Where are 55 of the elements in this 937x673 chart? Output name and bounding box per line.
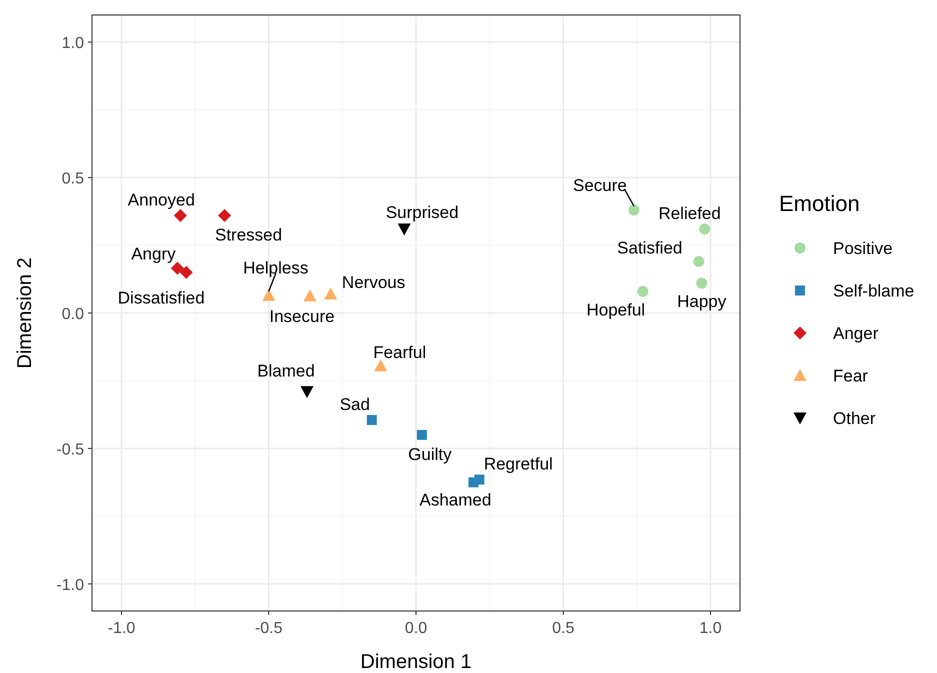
y-tick-label: 1.0 (62, 35, 84, 52)
y-tick-label: -1.0 (56, 576, 84, 594)
x-tick-label: 0.5 (552, 620, 574, 637)
point (366, 415, 377, 426)
point (300, 386, 314, 398)
annotation: Ashamed (420, 490, 492, 510)
annotation: Sad (340, 395, 370, 414)
point (180, 266, 193, 279)
x-tick-label: 1.0 (699, 620, 722, 637)
point (398, 224, 411, 236)
legend-label: Anger (833, 324, 879, 343)
point (303, 289, 316, 302)
point (170, 262, 184, 275)
annotation: Regretful (484, 454, 553, 474)
legend-label: Fear (833, 366, 868, 386)
annotation: Surprised (386, 203, 459, 222)
annotation: Stressed (215, 225, 282, 244)
y-axis-title: Dimension 2 (14, 257, 36, 369)
point (416, 430, 427, 440)
y-tick-label: -0.5 (56, 441, 84, 458)
point (696, 278, 708, 289)
y-tick-label: 0.0 (62, 306, 84, 323)
point (374, 359, 388, 372)
annotation: Angry (131, 244, 176, 264)
annotation: Hopeful (586, 300, 646, 320)
point (262, 288, 276, 301)
legend-label: Other (833, 409, 876, 428)
x-tick-label: -1.0 (108, 620, 136, 637)
annotation: Nervous (342, 273, 406, 292)
point (174, 208, 187, 222)
annotation: Annoyed (128, 190, 195, 210)
point (324, 288, 338, 300)
y-tick-label: 0.5 (62, 170, 84, 188)
annotation: Satisfied (617, 238, 682, 258)
point (628, 204, 640, 216)
annotation: Reliefed (658, 204, 721, 224)
annotation: Happy (677, 292, 727, 312)
annotation: Secure (573, 176, 627, 196)
point (699, 224, 710, 235)
point (637, 286, 648, 297)
annotation: Insecure (269, 306, 335, 326)
x-axis-title: Dimension 1 (360, 651, 472, 673)
x-tick-label: 0.0 (404, 620, 428, 637)
annotation: Helpless (243, 258, 308, 278)
point (218, 208, 232, 222)
legend-label: Positive (833, 239, 893, 258)
x-tick-label: -0.5 (254, 620, 283, 637)
legend-title: Emotion (779, 191, 860, 216)
point (693, 256, 704, 268)
legend-label: Self-blame (833, 282, 914, 300)
annotation: Fearful (373, 342, 426, 362)
annotation: Blamed (257, 362, 315, 381)
point (468, 477, 478, 488)
annotation: Dissatisfied (118, 288, 205, 308)
annotation: Guilty (408, 444, 452, 464)
